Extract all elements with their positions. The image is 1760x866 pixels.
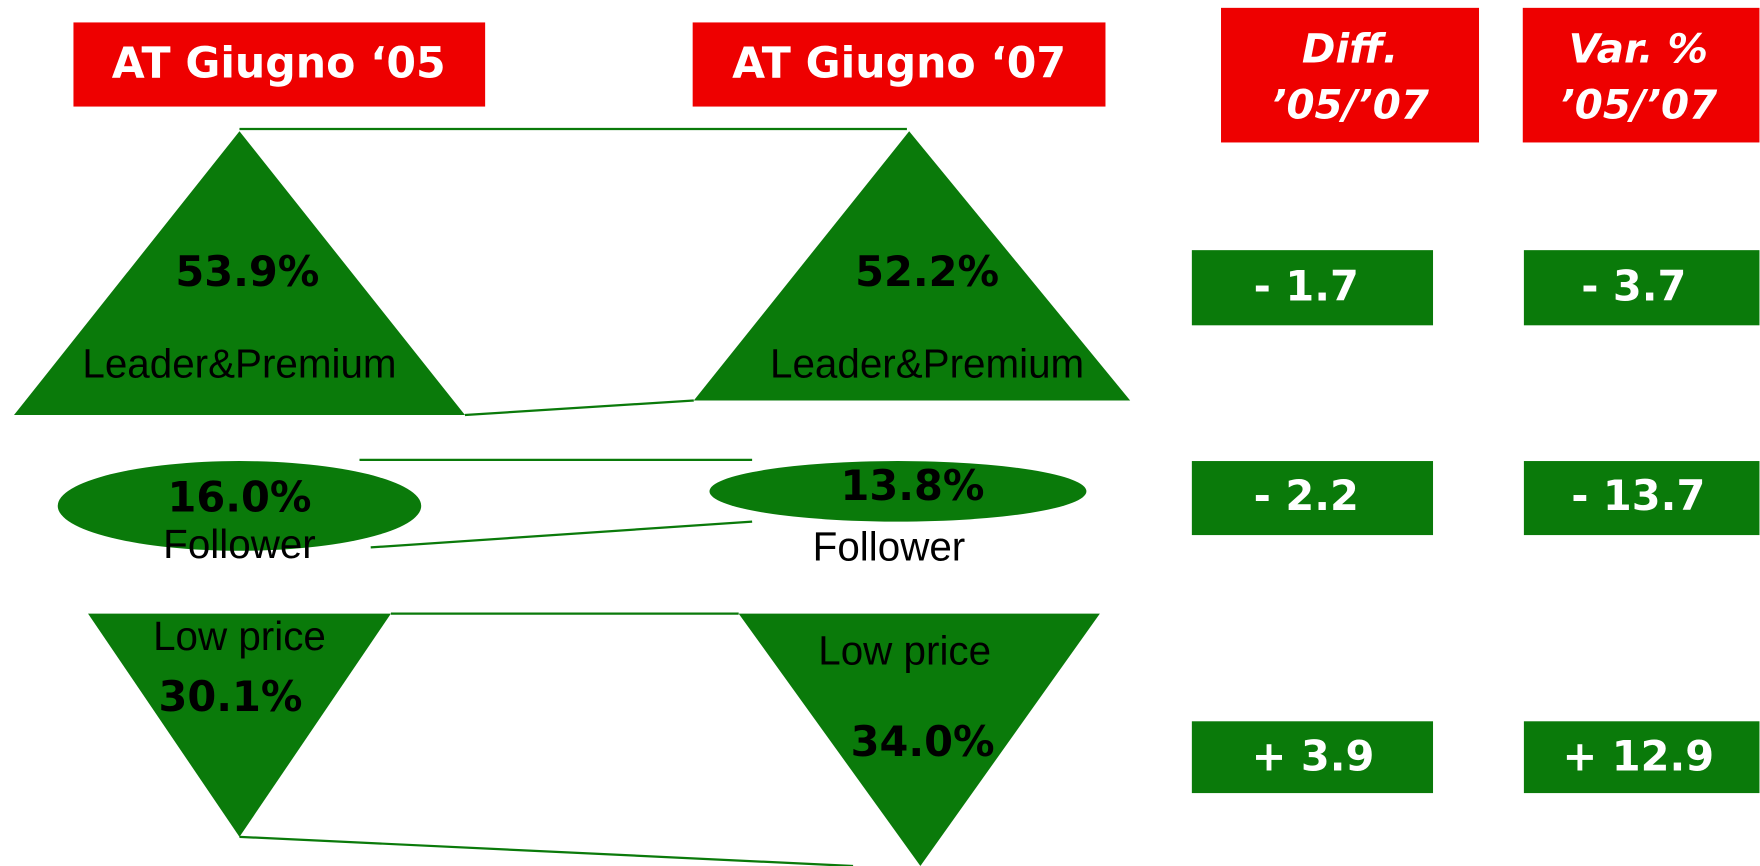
diff-value: - 1.7 xyxy=(1254,261,1359,310)
header-diff: ’05/’07 xyxy=(1271,82,1430,129)
connector xyxy=(465,400,694,415)
segment-label: Low price xyxy=(818,628,991,674)
share: 34.0% xyxy=(851,717,995,766)
segment-label: Follower xyxy=(813,523,966,569)
segment-label: Low price xyxy=(153,613,326,659)
connector xyxy=(239,837,853,866)
diff-value: + 3.9 xyxy=(1252,731,1375,780)
share: 53.9% xyxy=(175,247,319,296)
share: 13.8% xyxy=(841,461,985,510)
header-05: AT Giugno ‘05 xyxy=(112,39,446,89)
share: 16.0% xyxy=(167,472,311,521)
segment-label: Follower xyxy=(163,521,316,567)
connector xyxy=(371,522,752,548)
var-value: - 3.7 xyxy=(1581,261,1686,310)
var-value: - 13.7 xyxy=(1571,471,1705,520)
diff-value: - 2.2 xyxy=(1254,471,1359,520)
header-07: AT Giugno ‘07 xyxy=(732,39,1066,89)
slide: AT Giugno ‘05 AT Giugno ‘07 Diff. ’05/’0… xyxy=(0,0,1760,866)
segment-label: Leader&Premium xyxy=(770,340,1084,386)
share: 30.1% xyxy=(159,672,303,721)
segment-label: Leader&Premium xyxy=(82,340,396,386)
header-var: Var. % xyxy=(1569,26,1708,73)
header-diff: Diff. xyxy=(1302,26,1398,73)
var-value: + 12.9 xyxy=(1562,731,1714,780)
page: AT Giugno ‘05 AT Giugno ‘07 Diff. ’05/’0… xyxy=(0,0,1760,866)
share: 52.2% xyxy=(855,247,999,296)
header-var: ’05/’07 xyxy=(1559,82,1718,129)
